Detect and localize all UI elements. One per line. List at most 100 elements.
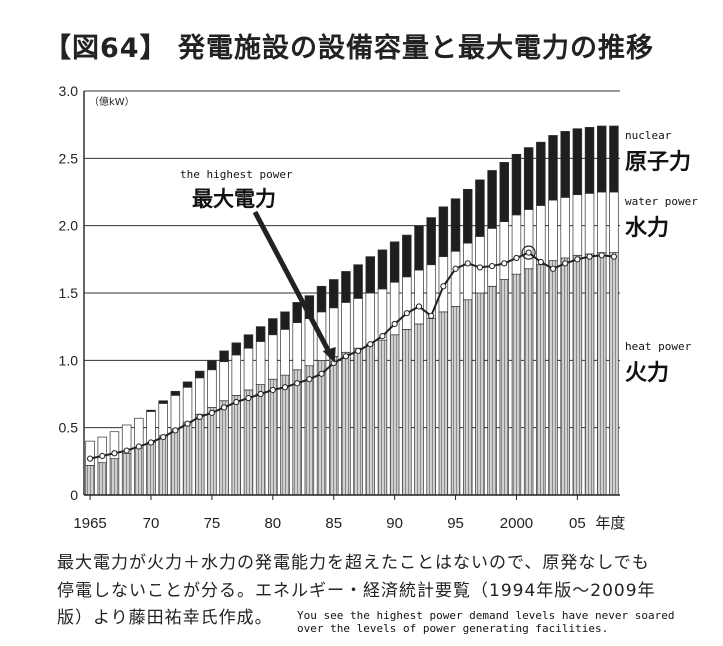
- y-tick-label: 2.0: [59, 218, 79, 234]
- bar-water: [462, 242, 473, 301]
- x-tick-label: 90: [386, 515, 403, 532]
- peak-demand-point: [586, 253, 593, 260]
- bar-water: [450, 250, 461, 307]
- bar-heat: [511, 273, 522, 496]
- bar-heat: [560, 257, 570, 496]
- peak-demand-point: [537, 258, 544, 266]
- bar-water: [280, 329, 290, 376]
- peak-demand-point: [598, 252, 605, 259]
- bar-nuclear: [268, 318, 278, 336]
- bar-water: [353, 298, 363, 349]
- x-tick-label: 75: [204, 515, 221, 532]
- x-tick-label: 95: [447, 515, 464, 532]
- bar-nuclear: [487, 170, 497, 229]
- x-tick-label: 80: [264, 515, 281, 532]
- bar-heat: [158, 435, 168, 496]
- peak-demand-point: [233, 398, 240, 406]
- bar-water: [292, 322, 302, 371]
- peak-demand-point: [208, 409, 216, 416]
- peak-demand-point: [318, 370, 325, 377]
- nuclear-label-en: nuclear: [625, 129, 672, 142]
- peak-demand-point: [86, 455, 94, 462]
- bar-nuclear: [280, 311, 290, 330]
- bar-heat: [353, 347, 363, 496]
- bar-nuclear: [231, 342, 242, 356]
- bar-heat: [609, 252, 619, 496]
- bar-water: [536, 205, 546, 266]
- y-tick-label: 1.5: [59, 285, 79, 301]
- peak-demand-point: [391, 320, 398, 328]
- water-power-label-en: water power: [625, 195, 698, 208]
- bar-heat: [584, 253, 595, 496]
- bar-nuclear: [219, 350, 229, 363]
- bar-water: [109, 431, 120, 459]
- x-tick-label: 85: [325, 515, 342, 532]
- heat-power-label: 火力: [625, 361, 669, 386]
- bar-nuclear: [402, 234, 412, 278]
- bar-nuclear: [207, 359, 217, 371]
- bar-water: [584, 192, 595, 255]
- peak-demand-point: [440, 283, 447, 290]
- bar-heat: [255, 384, 266, 496]
- bar-nuclear: [596, 125, 607, 193]
- bar-water: [511, 214, 522, 275]
- x-tick-label: 70: [143, 515, 160, 532]
- bar-nuclear: [414, 225, 424, 271]
- bar-heat: [402, 329, 412, 496]
- annotation-arrowhead: [322, 347, 336, 364]
- bar-water: [97, 436, 108, 464]
- peak-demand-point: [549, 265, 557, 272]
- peak-demand-point: [464, 260, 471, 267]
- peak-demand-point: [367, 341, 374, 348]
- bar-heat: [243, 389, 254, 496]
- bar-nuclear: [377, 249, 388, 290]
- peak-highlight-circle: [521, 245, 536, 260]
- x-tick-label: 2000: [500, 515, 533, 532]
- bar-heat: [341, 351, 351, 496]
- caption-line-1: 最大電力が火力＋水力の発電能力を超えたことはないので、原発なしでも: [57, 553, 650, 573]
- figure-title: 【図64】 発電施設の設備容量と最大電力の推移: [44, 33, 654, 64]
- bar-heat: [487, 285, 497, 496]
- peak-demand-point: [306, 376, 313, 383]
- bar-water: [487, 228, 497, 287]
- bar-heat: [365, 343, 376, 496]
- peak-demand-point: [172, 427, 179, 434]
- bar-heat: [292, 369, 302, 496]
- bar-heat: [121, 452, 132, 496]
- bar-heat: [523, 268, 534, 496]
- bar-heat: [134, 447, 144, 496]
- x-tick-label: 1965: [73, 515, 106, 532]
- bar-water: [231, 354, 242, 396]
- bar-heat: [194, 413, 205, 496]
- bar-nuclear: [462, 188, 473, 244]
- bar-water: [596, 191, 607, 253]
- bar-water: [243, 347, 254, 391]
- peak-demand-point: [245, 394, 252, 402]
- bar-heat: [462, 299, 473, 496]
- bar-nuclear: [560, 131, 570, 198]
- bar-water: [365, 292, 376, 345]
- peak-demand-point: [574, 256, 581, 263]
- peak-demand-point: [428, 312, 435, 319]
- y-tick-label: 0.5: [59, 420, 79, 436]
- bar-heat: [438, 311, 449, 496]
- bar-nuclear: [353, 264, 363, 299]
- bar-nuclear: [158, 400, 168, 404]
- peak-demand-point: [111, 450, 118, 457]
- bar-heat: [536, 264, 546, 496]
- heat-power-label-en: heat power: [625, 340, 692, 353]
- peak-demand-point: [610, 253, 618, 260]
- bar-heat: [316, 359, 327, 496]
- bar-nuclear: [572, 128, 583, 196]
- peak-demand-point: [257, 390, 264, 398]
- bar-nuclear: [426, 217, 436, 266]
- bar-heat: [389, 334, 400, 496]
- bar-nuclear: [438, 206, 449, 257]
- bar-nuclear: [341, 271, 351, 303]
- y-tick-label: 3.0: [59, 83, 79, 99]
- peak-demand-point: [562, 260, 569, 267]
- peak-demand-point: [379, 332, 386, 340]
- bar-nuclear: [499, 162, 510, 222]
- bar-heat: [268, 378, 278, 496]
